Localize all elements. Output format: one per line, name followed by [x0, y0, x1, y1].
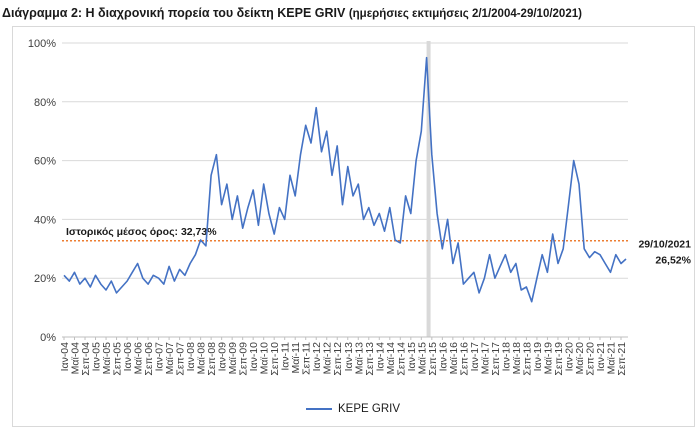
- x-tick-label: Σεπ-20: [584, 342, 596, 376]
- x-tick-label: Ιαν-09: [217, 342, 229, 372]
- x-tick-label: Μαϊ-19: [542, 342, 554, 374]
- chart-frame: [12, 26, 695, 427]
- x-tick-label: Ιαν-12: [311, 342, 323, 372]
- x-tick-label: Μαϊ-16: [448, 342, 460, 374]
- x-tick-label: Σεπ-07: [175, 342, 187, 376]
- x-tick-label: Ιαν-16: [437, 342, 449, 372]
- y-tick-label: 40%: [34, 214, 56, 226]
- x-tick-label: Σεπ-17: [490, 342, 502, 376]
- x-tick-label: Ιαν-17: [469, 342, 481, 372]
- series-line-kepe-griv: [63, 56, 627, 303]
- x-tick-label: Σεπ-15: [427, 342, 439, 376]
- x-tick-label: Ιαν-14: [374, 342, 386, 372]
- x-tick-label: Μαϊ-20: [574, 342, 586, 374]
- x-tick-label: Σεπ-08: [206, 342, 218, 376]
- x-tick-label: Σεπ-10: [269, 342, 281, 376]
- x-tick-label: Μαϊ-06: [133, 342, 145, 374]
- x-tick-label: Μαϊ-08: [196, 342, 208, 374]
- x-tick-label: Ιαν-07: [154, 342, 166, 372]
- x-tick-label: Σεπ-18: [521, 342, 533, 376]
- y-tick-label: 80%: [34, 97, 56, 109]
- mean-line-label: Ιστορικός μέσος όρος: 32,73%: [66, 226, 217, 238]
- legend-label-kepe-griv: KEPE GRIV: [338, 403, 400, 415]
- x-tick-label: Ιαν-15: [406, 342, 418, 372]
- x-tick-label: Σεπ-12: [332, 342, 344, 376]
- x-tick-label: Σεπ-14: [395, 342, 407, 376]
- x-tick-label: Σεπ-04: [80, 342, 92, 376]
- x-tick-label: Μαϊ-11: [290, 342, 302, 374]
- x-tick-label: Ιαν-10: [248, 342, 260, 372]
- y-tick-label: 100%: [28, 38, 56, 50]
- x-tick-label: Ιαν-04: [59, 342, 71, 372]
- chart-subtitle: (ημερήσιες εκτιμήσεις 2/1/2004-29/10/202…: [348, 8, 582, 20]
- x-tick-label: Μαϊ-13: [353, 342, 365, 374]
- x-tick-label: Ιαν-06: [122, 342, 134, 372]
- x-tick-label: Ιαν-19: [532, 342, 544, 372]
- x-tick-label: Σεπ-16: [458, 342, 470, 376]
- x-tick-label: Ιαν-18: [500, 342, 512, 372]
- end-annotation-value: 26,52%: [655, 255, 691, 267]
- y-tick-label: 60%: [34, 156, 56, 168]
- x-tick-label: Μαϊ-15: [416, 342, 428, 374]
- x-tick-label: Μαϊ-04: [70, 342, 82, 374]
- x-tick-label: Μαϊ-14: [385, 342, 397, 374]
- shaded-period: [426, 41, 431, 337]
- x-tick-label: Σεπ-13: [364, 342, 376, 376]
- x-tick-label: Μαϊ-17: [479, 342, 491, 374]
- x-tick-label: Σεπ-06: [143, 342, 155, 376]
- x-tick-label: Ιαν-21: [595, 342, 607, 372]
- x-tick-label: Μαϊ-07: [164, 342, 176, 374]
- x-tick-label: Μαϊ-10: [259, 342, 271, 374]
- chart-legend: KEPE GRIV: [306, 401, 400, 417]
- x-tick-label: Ιαν-13: [343, 342, 355, 372]
- x-tick-label: Σεπ-11: [301, 342, 313, 375]
- x-tick-label: Σεπ-09: [238, 342, 250, 376]
- x-tick-label: Σεπ-19: [553, 342, 565, 376]
- end-annotation-date: 29/10/2021: [638, 238, 691, 250]
- x-tick-label: Ιαν-08: [185, 342, 197, 372]
- x-tick-label: Ιαν-11: [280, 342, 292, 371]
- x-tick-label: Ιαν-20: [563, 342, 575, 372]
- x-tick-label: Σεπ-21: [616, 342, 628, 376]
- x-tick-label: Σεπ-05: [112, 342, 124, 376]
- chart-title: Διάγραμμα 2: Η διαχρονική πορεία του δεί…: [2, 6, 698, 24]
- y-tick-label: 20%: [34, 273, 56, 285]
- x-tick-label: Μαϊ-09: [227, 342, 239, 374]
- legend-swatch-kepe-griv: [306, 408, 332, 410]
- x-tick-label: Ιαν-05: [91, 342, 103, 372]
- x-tick-label: Μαϊ-05: [101, 342, 113, 374]
- y-tick-label: 0%: [40, 332, 56, 344]
- x-tick-label: Μαϊ-18: [511, 342, 523, 374]
- x-tick-label: Μαϊ-21: [605, 342, 617, 374]
- x-tick-label: Μαϊ-12: [322, 342, 334, 374]
- chart-title-main: Διάγραμμα 2: Η διαχρονική πορεία του δεί…: [2, 6, 346, 20]
